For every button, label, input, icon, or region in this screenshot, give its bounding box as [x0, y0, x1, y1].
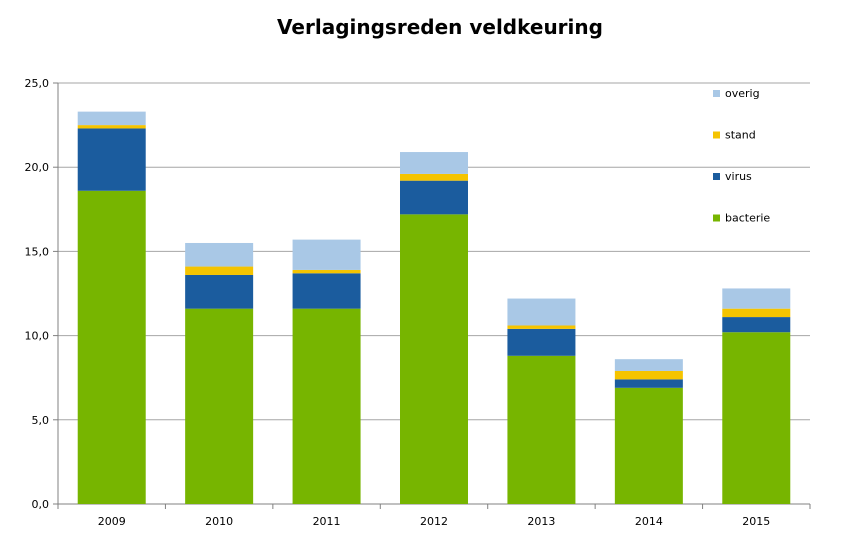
x-tick-label: 2009 — [98, 515, 126, 528]
bar-segment-virus-2012 — [400, 180, 468, 215]
bar-segment-overig-2015 — [722, 288, 791, 309]
bar-segment-stand-2012 — [400, 173, 468, 181]
bar-segment-bacterie-2011 — [292, 308, 361, 504]
bar-segment-virus-2009 — [77, 128, 146, 191]
legend-swatch-overig — [713, 90, 720, 97]
bar-segment-overig-2010 — [185, 242, 254, 267]
bar-segment-virus-2010 — [185, 274, 254, 309]
y-tick-label: 10,0 — [25, 330, 50, 343]
bar-segment-overig-2013 — [507, 298, 576, 326]
bar-segment-virus-2015 — [722, 317, 791, 333]
bar-segment-overig-2012 — [400, 152, 468, 174]
bar-segment-stand-2014 — [614, 370, 683, 380]
chart-title: Verlagingsreden veldkeuring — [277, 15, 603, 39]
bar-segment-stand-2010 — [185, 266, 254, 275]
x-tick-label: 2015 — [742, 515, 770, 528]
bar-segment-bacterie-2009 — [77, 190, 146, 504]
bar-segment-stand-2013 — [507, 325, 576, 329]
legend-swatch-virus — [713, 173, 720, 180]
y-tick-label: 0,0 — [32, 498, 50, 511]
bar-segment-overig-2014 — [614, 359, 683, 371]
legend-label-virus: virus — [725, 170, 752, 183]
bar-segment-stand-2009 — [77, 125, 146, 129]
bars — [77, 111, 791, 505]
bar-segment-bacterie-2012 — [400, 214, 468, 505]
x-tick-label: 2013 — [527, 515, 555, 528]
x-tick-label: 2010 — [205, 515, 233, 528]
legend-swatch-bacterie — [713, 214, 720, 222]
legend-label-bacterie: bacterie — [725, 212, 770, 225]
y-tick-label: 15,0 — [25, 245, 50, 258]
bar-segment-stand-2011 — [292, 269, 361, 274]
x-tick-label: 2012 — [420, 515, 448, 528]
legend: overig stand virus bacterie — [713, 87, 770, 225]
y-tick-label: 20,0 — [25, 161, 50, 174]
bar-segment-virus-2011 — [292, 273, 361, 309]
x-tick-label: 2014 — [635, 515, 663, 528]
bar-segment-bacterie-2013 — [507, 355, 576, 504]
bar-segment-virus-2014 — [614, 379, 683, 388]
legend-label-stand: stand — [725, 129, 756, 142]
y-tick-label: 5,0 — [32, 414, 50, 427]
bar-segment-overig-2009 — [77, 111, 146, 126]
bar-segment-overig-2011 — [292, 239, 361, 270]
bar-segment-stand-2015 — [722, 308, 791, 318]
bar-segment-virus-2013 — [507, 328, 576, 356]
y-tick-label: 25,0 — [25, 77, 50, 90]
bar-segment-bacterie-2014 — [614, 387, 683, 504]
legend-swatch-stand — [713, 131, 720, 139]
bar-segment-bacterie-2010 — [185, 308, 254, 504]
legend-label-overig: overig — [725, 87, 760, 100]
bar-segment-bacterie-2015 — [722, 332, 791, 504]
axes: 0,0 5,0 10,0 15,0 20,0 25,0 2009 2010 2011 2012 20… — [25, 77, 811, 528]
x-tick-label: 2011 — [313, 515, 341, 528]
